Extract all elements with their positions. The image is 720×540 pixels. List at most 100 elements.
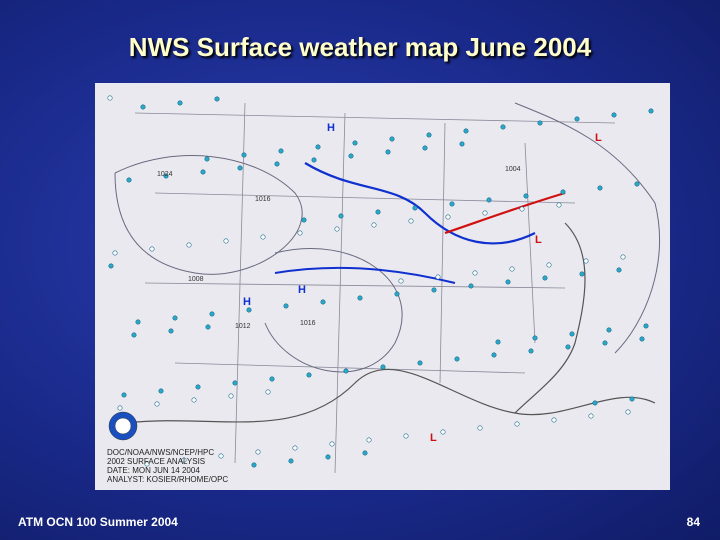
station — [611, 112, 617, 118]
station — [371, 222, 377, 228]
station — [311, 157, 317, 163]
station — [343, 368, 349, 374]
station — [218, 453, 224, 459]
station — [375, 209, 381, 215]
station — [440, 429, 446, 435]
station — [135, 319, 141, 325]
station — [477, 425, 483, 431]
station — [144, 461, 150, 467]
station — [265, 389, 271, 395]
station — [532, 335, 538, 341]
station — [389, 136, 395, 142]
station — [306, 372, 312, 378]
station — [588, 413, 594, 419]
station — [398, 278, 404, 284]
station — [200, 169, 206, 175]
station — [583, 258, 589, 264]
station — [195, 384, 201, 390]
station — [648, 108, 654, 114]
station — [121, 392, 127, 398]
isobar-label: 1004 — [505, 166, 521, 173]
station — [408, 218, 414, 224]
station — [454, 356, 460, 362]
pressure-center: H — [298, 284, 306, 296]
station — [519, 206, 525, 212]
station — [412, 205, 418, 211]
station — [523, 193, 529, 199]
station — [126, 177, 132, 183]
station — [366, 437, 372, 443]
station — [435, 274, 441, 280]
station — [606, 327, 612, 333]
station — [551, 417, 557, 423]
caption-line: ANALYST: KOSIER/RHOME/OPC — [107, 475, 228, 484]
station — [602, 340, 608, 346]
station — [288, 458, 294, 464]
station — [172, 315, 178, 321]
station — [514, 421, 520, 427]
station — [237, 165, 243, 171]
station — [459, 141, 465, 147]
station — [352, 140, 358, 146]
station — [348, 153, 354, 159]
station — [186, 242, 192, 248]
caption-line: DOC/NOAA/NWS/NCEP/HPC — [107, 448, 214, 457]
station — [620, 254, 626, 260]
station — [546, 262, 552, 268]
boundaries — [124, 102, 656, 474]
station — [191, 397, 197, 403]
pressure-center: L — [430, 432, 437, 444]
station — [394, 291, 400, 297]
station — [112, 250, 118, 256]
station — [297, 230, 303, 236]
station — [463, 128, 469, 134]
station — [579, 271, 585, 277]
station — [154, 401, 160, 407]
isobar-label: 1016 — [300, 320, 316, 327]
station — [634, 181, 640, 187]
station — [209, 311, 215, 317]
station — [325, 454, 331, 460]
station — [426, 132, 432, 138]
station — [107, 95, 113, 101]
station — [269, 376, 275, 382]
station — [131, 332, 137, 338]
station — [491, 352, 497, 358]
station — [181, 457, 187, 463]
station — [251, 462, 257, 468]
station — [629, 396, 635, 402]
stationary-front — [274, 266, 456, 284]
station — [417, 360, 423, 366]
station — [158, 388, 164, 394]
caption-line: 2002 SURFACE ANALYSIS — [107, 457, 205, 466]
station — [163, 173, 169, 179]
pressure-center: H — [243, 296, 251, 308]
station — [329, 441, 335, 447]
station — [140, 104, 146, 110]
station — [246, 307, 252, 313]
caption-line: DATE: MON JUN 14 2004 — [107, 466, 200, 475]
station — [255, 449, 261, 455]
station — [260, 234, 266, 240]
station — [597, 185, 603, 191]
station — [565, 344, 571, 350]
station — [495, 339, 501, 345]
station — [625, 409, 631, 415]
station — [108, 263, 114, 269]
station — [334, 226, 340, 232]
station — [274, 161, 280, 167]
station — [205, 324, 211, 330]
station — [241, 152, 247, 158]
station — [168, 328, 174, 334]
station — [449, 201, 455, 207]
station — [214, 96, 220, 102]
station — [403, 433, 409, 439]
pressure-center: L — [595, 132, 602, 144]
station — [509, 266, 515, 272]
station — [149, 246, 155, 252]
station — [528, 348, 534, 354]
isobars — [114, 102, 660, 373]
